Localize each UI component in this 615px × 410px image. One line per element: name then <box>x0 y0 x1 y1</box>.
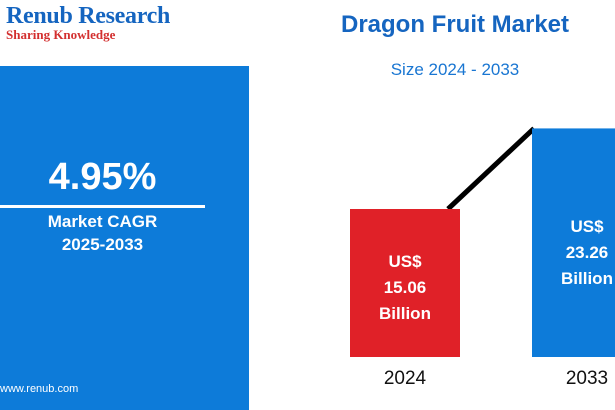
cagr-value: 4.95% <box>48 156 157 198</box>
chart-title: Dragon Fruit Market <box>340 11 570 38</box>
bar-value-label-line: Billion <box>379 304 431 323</box>
cagr-label: Market CAGR <box>47 212 158 231</box>
bar-2033 <box>532 128 615 357</box>
cagr-divider <box>0 205 205 208</box>
bar-value-label-2033: US$ 23.26 Billion <box>532 214 615 292</box>
bar-value-label-line: Billion <box>561 269 613 289</box>
cagr-period: 2025-2033 <box>61 235 144 254</box>
trend-line <box>446 126 536 211</box>
x-tick-label-2024: 2024 <box>383 368 427 389</box>
bar-value-label-2024: US$ 15.06 Billion <box>350 249 460 327</box>
bar-2024 <box>350 209 460 357</box>
logo-title: Renub Research <box>6 3 171 29</box>
bar-value-label-line: US$ <box>388 252 422 271</box>
x-tick-label-2033: 2033 <box>565 368 609 389</box>
cagr-panel: 4.95% Market CAGR 2025-2033 www.renub.co… <box>0 66 249 410</box>
chart-subtitle: Size 2024 - 2033 <box>390 60 520 79</box>
logo-tagline: Sharing Knowledge <box>6 27 116 42</box>
bar-value-label-line: US$ <box>570 217 604 237</box>
bar-value-label-line: 15.06 <box>383 278 427 297</box>
website-url: www.renub.com <box>0 383 79 395</box>
bar-value-label-line: 23.26 <box>565 243 609 263</box>
